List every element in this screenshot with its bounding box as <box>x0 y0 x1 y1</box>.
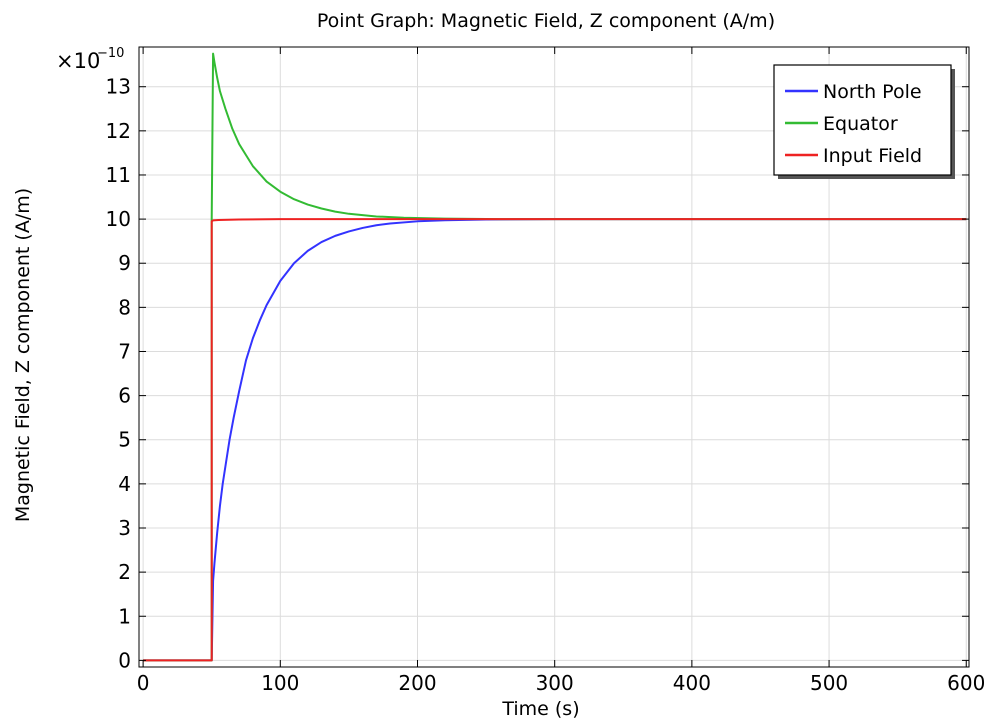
y-tick-label: 3 <box>118 516 131 540</box>
legend: North Pole Equator Input Field <box>773 64 955 179</box>
y-exponent-label: −10 <box>97 46 124 61</box>
y-tick-label: 4 <box>118 472 131 496</box>
x-tick-label: 100 <box>261 671 299 695</box>
series-lines <box>143 52 967 662</box>
y-tick-label: 0 <box>118 648 131 672</box>
y-tick-label: 13 <box>106 75 131 99</box>
plot-frame <box>138 46 970 668</box>
x-axis-title: Time (s) <box>501 698 579 720</box>
y-multiplier-label: ×10 <box>56 49 100 73</box>
y-tick-label: 2 <box>118 560 131 584</box>
series-line-north-pole <box>143 218 967 662</box>
legend-label: North Pole <box>823 81 922 103</box>
y-tick-label: 12 <box>106 119 131 143</box>
y-tick-label: 10 <box>106 207 131 231</box>
y-tick-label: 9 <box>118 251 131 275</box>
y-axis-title: Magnetic Field, Z component (A/m) <box>12 188 34 522</box>
x-tick-label: 600 <box>947 671 984 695</box>
legend-label: Equator <box>823 113 898 135</box>
x-tick-label: 200 <box>398 671 436 695</box>
chart-title: Point Graph: Magnetic Field, Z component… <box>317 10 775 32</box>
y-tick-label: 6 <box>118 384 131 408</box>
y-tick-label: 7 <box>118 339 131 363</box>
series-line-input-field <box>143 218 967 662</box>
legend-label: Input Field <box>823 145 922 167</box>
x-tick-label: 500 <box>810 671 848 695</box>
x-tick-label: 0 <box>137 671 150 695</box>
x-tick-label: 300 <box>536 671 574 695</box>
legend-box <box>773 64 952 176</box>
y-tick-label: 5 <box>118 428 131 452</box>
y-tick-label: 11 <box>106 163 131 187</box>
y-tick-label: 8 <box>118 295 131 319</box>
y-tick-label: 1 <box>118 604 131 628</box>
x-tick-label: 400 <box>673 671 711 695</box>
